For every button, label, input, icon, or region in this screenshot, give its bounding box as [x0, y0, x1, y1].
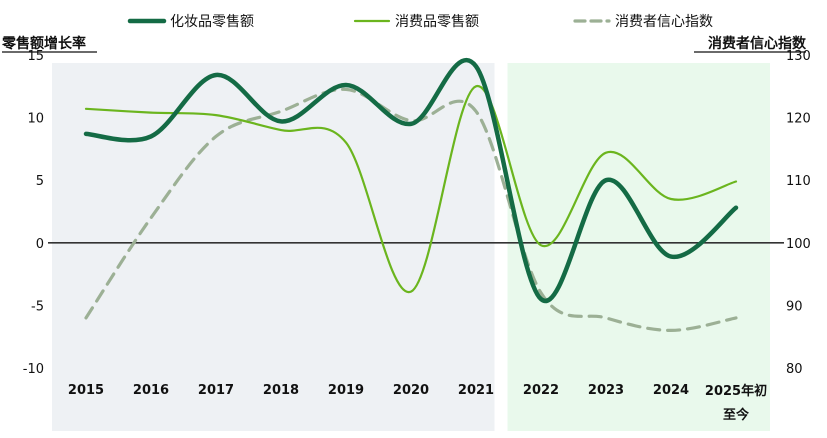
x-tick-label: 2019 [328, 383, 364, 398]
x-tick-label: 2017 [198, 383, 234, 398]
background-layer [52, 63, 770, 431]
axes-layer: 15 10 5 0 -5 -10 130 120 110 100 90 80 2015 2016 2017 2… [1, 35, 811, 423]
series-line-2 [84, 85, 738, 293]
x-tick-label: 至今 [723, 407, 750, 423]
legend-label-1: 化妆品零售额 [170, 14, 254, 30]
legend-label-2: 消费品零售额 [395, 14, 479, 30]
x-tick-label: 2024 [653, 383, 689, 398]
right-tick-label: 90 [786, 299, 803, 314]
series-layer [83, 57, 739, 332]
left-tick-label: 10 [27, 112, 44, 127]
shaded-region-2 [507, 63, 770, 431]
x-tick-label: 2018 [263, 383, 299, 398]
left-tick-label: 0 [36, 237, 44, 252]
right-tick-label: 120 [786, 112, 811, 127]
right-tick-label: 130 [786, 49, 811, 64]
right-tick-label: 80 [786, 362, 803, 377]
left-tick-label: -10 [23, 362, 44, 377]
x-tick-label: 2023 [588, 383, 624, 398]
x-tick-label: 2020 [393, 383, 429, 398]
x-tick-label: 2015 [68, 383, 104, 398]
legend: 化妆品零售额 消费品零售额 消费者信心指数 [127, 14, 713, 30]
series-line-1 [83, 57, 739, 304]
legend-label-3: 消费者信心指数 [615, 14, 713, 30]
right-tick-label: 110 [786, 174, 811, 189]
x-tick-label: 2025年初 [705, 383, 767, 399]
left-tick-label: 15 [27, 49, 44, 64]
x-tick-label: 2016 [133, 383, 169, 398]
x-tick-label: 2021 [458, 383, 494, 398]
x-tick-label: 2022 [523, 383, 559, 398]
right-tick-label: 100 [786, 237, 811, 252]
left-tick-label: -5 [31, 299, 44, 314]
left-tick-label: 5 [36, 174, 44, 189]
shaded-region-1 [52, 63, 495, 431]
left-axis-title: 零售额增长率 [1, 35, 86, 52]
right-axis-title: 消费者信心指数 [708, 35, 807, 52]
